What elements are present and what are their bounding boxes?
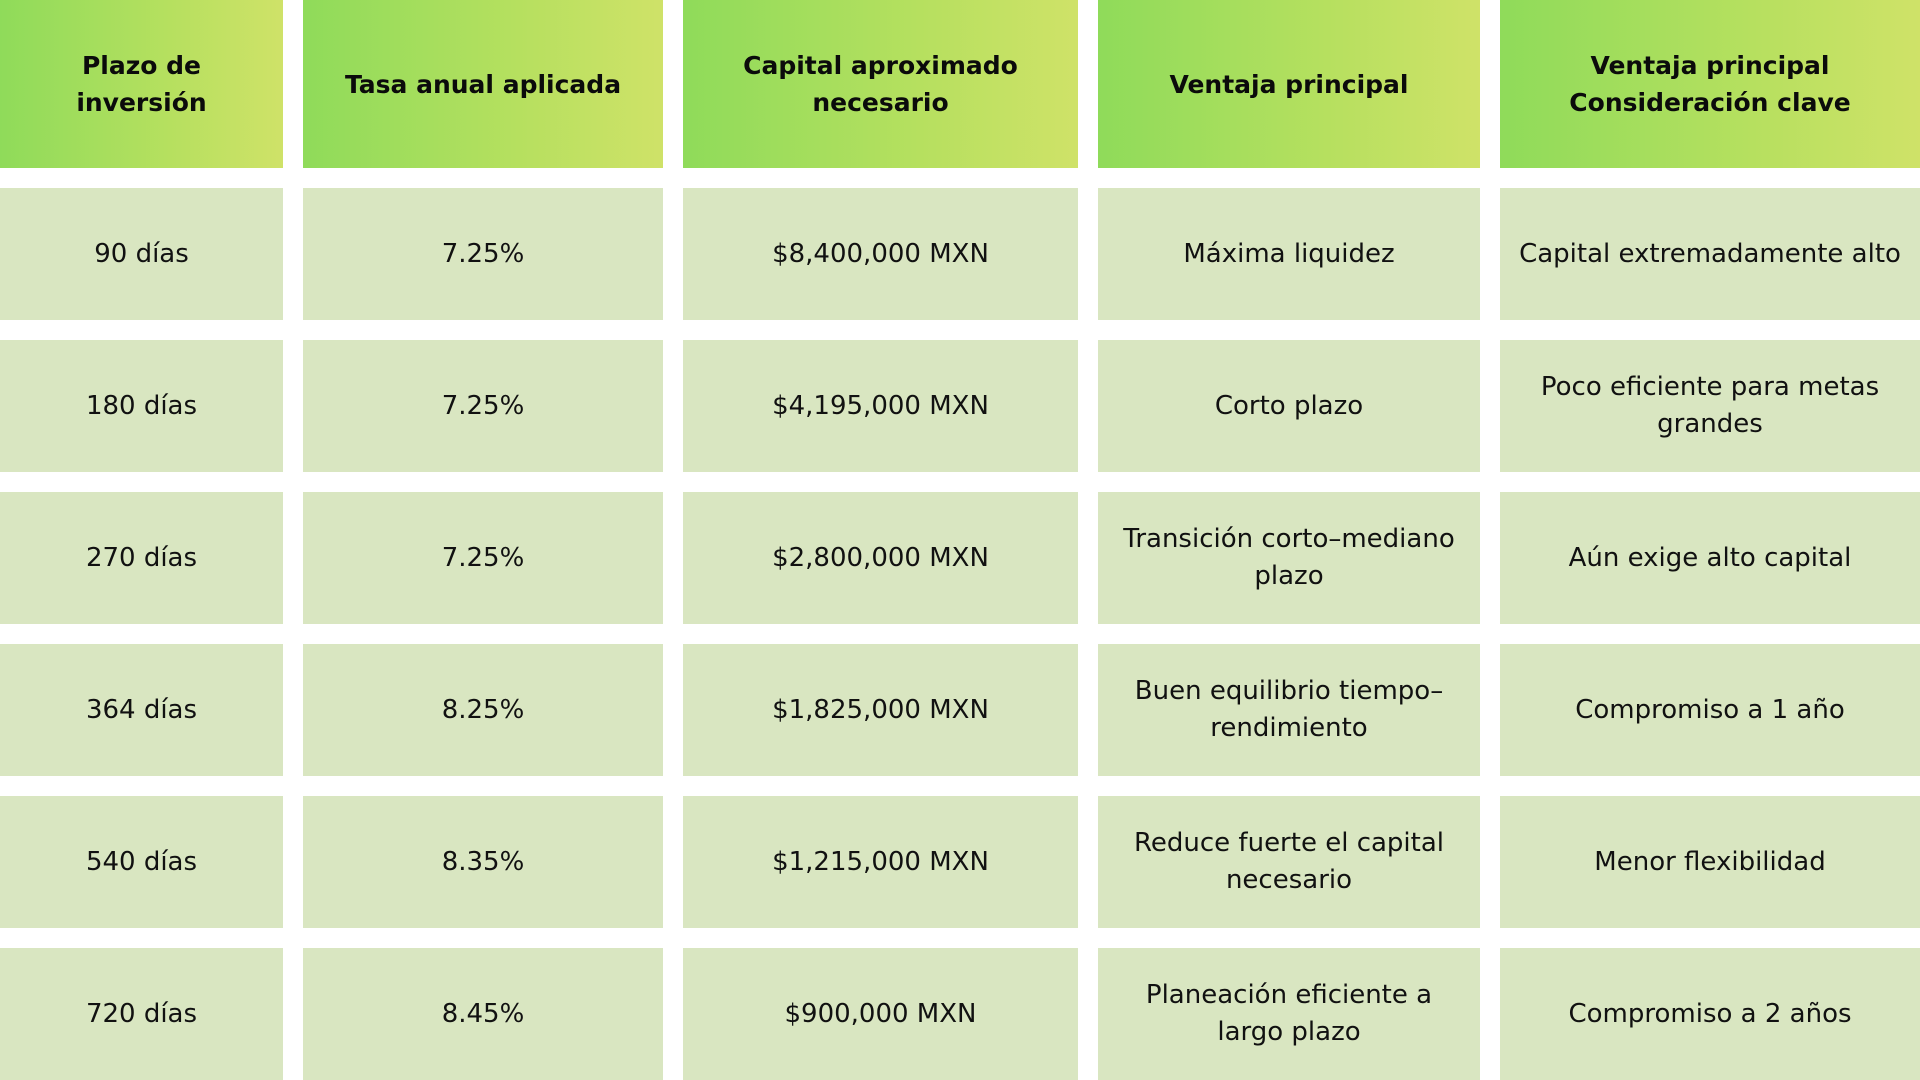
table-cell: 90 días: [0, 188, 283, 320]
table-cell: $1,825,000 MXN: [683, 644, 1078, 776]
table-cell: Poco eficiente para metas grandes: [1500, 340, 1920, 472]
cell-text: Compromiso a 1 año: [1575, 694, 1845, 725]
table-cell: 7.25%: [303, 340, 663, 472]
header-label: Ventaja principal: [1169, 69, 1409, 99]
header-label: Capital aproximado necesario: [743, 51, 1018, 117]
table-cell: 180 días: [0, 340, 283, 472]
cell-text: 8.25%: [441, 694, 525, 725]
cell-text: Planeación eficiente a largo plazo: [1145, 980, 1433, 1047]
cell-text: Aún exige alto capital: [1568, 542, 1852, 573]
table-cell: 720 días: [0, 948, 283, 1080]
table-cell: 364 días: [0, 644, 283, 776]
table-cell: Reduce fuerte el capital necesario: [1098, 796, 1480, 928]
header-label: Ventaja principal Consideración clave: [1569, 51, 1851, 117]
cell-text: $1,825,000 MXN: [772, 694, 989, 725]
header-label: Tasa anual aplicada: [344, 69, 622, 99]
header-tasa: Tasa anual aplicada: [303, 0, 663, 168]
header-capital: Capital aproximado necesario: [683, 0, 1078, 168]
cell-text: 8.35%: [441, 846, 525, 877]
table-cell: Capital extremadamente alto: [1500, 188, 1920, 320]
table-cell: Compromiso a 1 año: [1500, 644, 1920, 776]
cell-text: Compromiso a 2 años: [1568, 998, 1852, 1029]
table-cell: Buen equilibrio tiempo– rendimiento: [1098, 644, 1480, 776]
table-cell: 540 días: [0, 796, 283, 928]
cell-text: 90 días: [94, 238, 189, 269]
cell-text: 270 días: [85, 542, 198, 573]
cell-text: 364 días: [85, 694, 198, 725]
cell-text: Menor flexibilidad: [1594, 846, 1826, 877]
cell-text: Máxima liquidez: [1183, 238, 1395, 269]
table-cell: $2,800,000 MXN: [683, 492, 1078, 624]
cell-text: 8.45%: [441, 998, 525, 1029]
cell-text: $4,195,000 MXN: [772, 390, 989, 421]
table-cell: Máxima liquidez: [1098, 188, 1480, 320]
table-cell: 7.25%: [303, 188, 663, 320]
cell-text: $900,000 MXN: [784, 998, 977, 1029]
table-cell: 8.35%: [303, 796, 663, 928]
table-cell: 8.45%: [303, 948, 663, 1080]
table-cell: $4,195,000 MXN: [683, 340, 1078, 472]
header-ventaja: Ventaja principal: [1098, 0, 1480, 168]
table-cell: $8,400,000 MXN: [683, 188, 1078, 320]
table-cell: 270 días: [0, 492, 283, 624]
table-cell: $1,215,000 MXN: [683, 796, 1078, 928]
cell-text: $2,800,000 MXN: [772, 542, 989, 573]
cell-text: 7.25%: [441, 542, 525, 573]
table-cell: $900,000 MXN: [683, 948, 1078, 1080]
table-cell: Planeación eficiente a largo plazo: [1098, 948, 1480, 1080]
cell-text: Capital extremadamente alto: [1519, 238, 1901, 269]
cell-text: Corto plazo: [1214, 390, 1364, 421]
table-cell: Transición corto–mediano plazo: [1098, 492, 1480, 624]
cell-text: $1,215,000 MXN: [772, 846, 989, 877]
header-plazo: Plazo de inversión: [0, 0, 283, 168]
table-cell: Compromiso a 2 años: [1500, 948, 1920, 1080]
cell-text: Buen equilibrio tiempo– rendimiento: [1134, 676, 1444, 743]
header-label: Plazo de inversión: [76, 51, 207, 117]
table-cell: 8.25%: [303, 644, 663, 776]
cell-text: Reduce fuerte el capital necesario: [1134, 828, 1444, 895]
cell-text: $8,400,000 MXN: [772, 238, 989, 269]
cell-text: 7.25%: [441, 238, 525, 269]
table-cell: Aún exige alto capital: [1500, 492, 1920, 624]
cell-text: 540 días: [85, 846, 198, 877]
cell-text: 720 días: [85, 998, 198, 1029]
cell-text: Poco eficiente para metas grandes: [1540, 372, 1880, 439]
cell-text: 7.25%: [441, 390, 525, 421]
cell-text: Transición corto–mediano plazo: [1123, 524, 1455, 591]
cell-text: 180 días: [85, 390, 198, 421]
table-cell: Corto plazo: [1098, 340, 1480, 472]
table-cell: Menor flexibilidad: [1500, 796, 1920, 928]
table-cell: 7.25%: [303, 492, 663, 624]
header-consideracion: Ventaja principal Consideración clave: [1500, 0, 1920, 168]
